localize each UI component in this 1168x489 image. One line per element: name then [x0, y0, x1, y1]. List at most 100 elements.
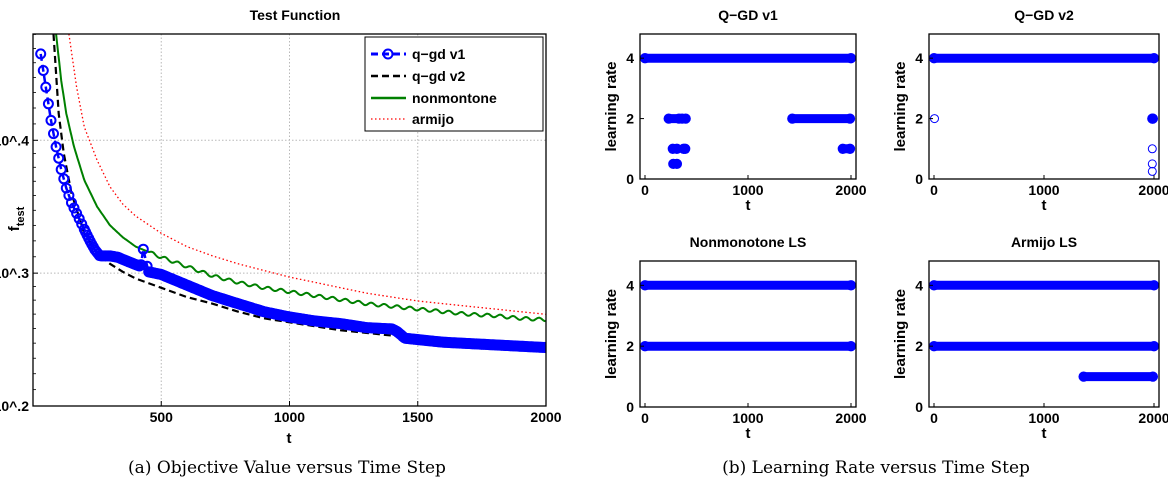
lr-marker — [671, 158, 683, 170]
main-ticks: 500 1000 1500 2000 10^.2 10^.3 10^.4 — [0, 34, 562, 425]
lr-x-tick-label: 2000 — [835, 182, 866, 198]
main-x-tick-label: 500 — [150, 409, 174, 425]
v1-marker — [48, 128, 59, 140]
v1-marker — [66, 197, 77, 209]
objective-chart: Test Function 500 1000 1500 2000 10^.2 10^.3 1… — [0, 7, 562, 447]
lr-x-tick-label: 0 — [930, 410, 938, 426]
panel-qgd-v1-markers — [639, 53, 857, 170]
lr-y-tick-label: 4 — [626, 50, 634, 66]
panel-qgd-v1-title: Q−GD v1 — [718, 7, 778, 23]
lr-y-tick-label: 2 — [915, 338, 923, 354]
lr-marker — [680, 143, 691, 154]
lr-x-tick-label: 1000 — [1028, 410, 1059, 426]
lr-x-tick-label: 2000 — [1138, 410, 1168, 426]
legend-label-v2: q−gd v2 — [412, 68, 466, 84]
series-markers-v1 — [35, 48, 546, 353]
lr-marker — [844, 143, 856, 154]
lr-y-tick-label: 2 — [626, 338, 634, 354]
v1-marker — [68, 202, 80, 214]
lr-x-tick-label: 1000 — [1028, 182, 1059, 198]
lr-y-tick-label: 0 — [915, 399, 923, 415]
panel-qgd-v2-title: Q−GD v2 — [1014, 7, 1074, 23]
panel-qgd-v1-y-label: learning rate — [603, 61, 620, 151]
main-y-label-sub: test — [15, 206, 27, 226]
lr-y-tick-label: 2 — [626, 111, 634, 127]
lr-marker — [663, 113, 674, 124]
panel-nonmonotone-ls-y-label: learning rate — [603, 289, 620, 379]
main-legend: q−gd v1 q−gd v2 nonmontone armijo — [364, 36, 544, 132]
lr-x-tick-label: 2000 — [1138, 182, 1168, 198]
main-y-label-main: f — [6, 225, 23, 231]
lr-x-tick-label: 0 — [641, 182, 649, 198]
v1-marker — [71, 207, 83, 219]
lr-marker — [680, 113, 691, 124]
main-x-axis-label: t — [287, 430, 292, 447]
svg-text:ftest: ftest — [6, 206, 27, 231]
lr-x-tick-label: 2000 — [835, 410, 866, 426]
lr-y-tick-label: 0 — [626, 171, 634, 187]
v1-marker — [53, 152, 65, 164]
main-y-tick-label: 10^.2 — [0, 398, 29, 414]
v1-marker — [40, 81, 52, 93]
lr-marker — [1147, 159, 1157, 169]
v1-marker — [45, 114, 57, 126]
main-y-axis-label: ftest — [6, 206, 27, 231]
lr-y-tick-label: 4 — [915, 277, 923, 293]
lr-x-tick-label: 0 — [641, 410, 649, 426]
v1-marker — [135, 259, 147, 271]
panel-qgd-v2: Q−GD v2 0 1000 2000 0 2 4 t learning rate — [892, 7, 1168, 214]
v1-marker — [73, 213, 85, 225]
lr-y-tick-label: 4 — [915, 50, 923, 66]
main-x-tick-label: 2000 — [530, 409, 561, 425]
panel-qgd-v2-markers — [928, 53, 1160, 176]
lr-marker — [668, 158, 679, 170]
legend-label-v1: q−gd v1 — [412, 46, 466, 62]
lr-marker — [844, 113, 856, 124]
v1-marker — [50, 141, 62, 153]
main-x-tick-label: 1000 — [274, 409, 305, 425]
lr-x-tick-label: 1000 — [732, 410, 763, 426]
lr-y-tick-label: 0 — [915, 171, 923, 187]
panel-nonmonotone-ls-markers — [639, 280, 857, 352]
lr-marker — [1147, 144, 1157, 154]
v1-marker — [37, 65, 49, 76]
lr-marker — [1078, 371, 1089, 382]
panel-qgd-v1-x-label: t — [746, 197, 751, 214]
v1-marker — [42, 98, 54, 110]
lr-marker — [1147, 113, 1159, 124]
main-series — [35, 34, 546, 353]
main-y-tick-label: 10^.4 — [0, 132, 29, 148]
series-line-nonmonotone — [55, 34, 546, 323]
legend-label-armijo: armijo — [412, 111, 454, 127]
panel-armijo-ls-x-label: t — [1042, 425, 1047, 442]
lr-marker — [667, 143, 678, 154]
panel-qgd-v2-x-label: t — [1042, 197, 1047, 214]
lr-marker — [837, 143, 848, 154]
lr-x-tick-label: 0 — [930, 182, 938, 198]
caption-right: (b) Learning Rate versus Time Step — [722, 458, 1030, 478]
lr-marker — [676, 113, 688, 124]
lr-marker — [1147, 371, 1159, 382]
lr-y-tick-label: 4 — [626, 277, 634, 293]
v1-marker — [35, 48, 47, 60]
panel-nonmonotone-ls-title: Nonmonotone LS — [690, 234, 807, 250]
panel-armijo-ls-y-label: learning rate — [892, 289, 909, 379]
panel-armijo-ls: Armijo LS 0 1000 2000 0 2 4 t learning rate — [892, 234, 1168, 442]
panel-nonmonotone-ls: Nonmonotone LS 0 1000 2000 0 2 4 t learning rate — [603, 234, 867, 442]
lr-y-tick-label: 2 — [915, 111, 923, 127]
main-x-tick-label: 1500 — [402, 409, 433, 425]
lr-y-tick-label: 0 — [626, 399, 634, 415]
v1-marker — [137, 243, 149, 255]
lr-marker — [1147, 166, 1157, 176]
panel-armijo-ls-markers — [928, 280, 1160, 382]
lr-marker — [787, 113, 798, 124]
panel-armijo-ls-title: Armijo LS — [1011, 234, 1077, 250]
panel-qgd-v1: Q−GD v1 0 1000 2000 0 2 4 t learning rate — [603, 7, 867, 214]
panel-qgd-v2-y-label: learning rate — [892, 61, 909, 151]
main-y-tick-label: 10^.3 — [0, 265, 29, 281]
caption-left: (a) Objective Value versus Time Step — [128, 458, 446, 478]
main-chart-title: Test Function — [250, 7, 341, 23]
lr-x-tick-label: 1000 — [732, 182, 763, 198]
